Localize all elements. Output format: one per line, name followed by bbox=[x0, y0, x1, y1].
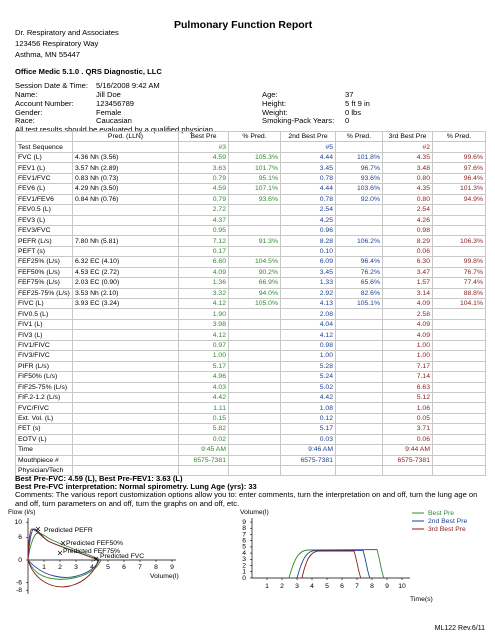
x-tick-label: 5 bbox=[106, 564, 110, 571]
org-line: Asthma, MN 55447 bbox=[15, 50, 80, 59]
x-tick-label: 9 bbox=[170, 564, 174, 571]
table-row: FEV1 (L) 3.57 Nh (2.89) 3.63 101.7% 3.45 96.7… bbox=[15, 162, 486, 174]
x-tick-label: 3 bbox=[295, 583, 299, 590]
annotation: Predicted PEFR bbox=[44, 527, 93, 534]
org-line: Dr. Respiratory and Associates bbox=[15, 28, 119, 37]
results-table: Pred. (LLN) Best Pre% Pred. 2nd Best Pre% … bbox=[15, 130, 486, 477]
volume-curve-3rd bbox=[301, 550, 362, 579]
y-tick-label: 6 bbox=[242, 537, 246, 544]
y-tick-label: 4 bbox=[242, 550, 246, 557]
field-label: Age: bbox=[262, 90, 278, 99]
y-tick-label: 5 bbox=[242, 544, 246, 551]
table-row: FVC (L) 4.36 Nh (3.56) 4.59 105.3% 4.44 101.8… bbox=[15, 151, 486, 164]
x-tick-label: 3 bbox=[74, 564, 78, 571]
y-tick-label: 7 bbox=[242, 531, 246, 538]
cell bbox=[432, 464, 486, 477]
legend-label: 3rd Best Pre bbox=[428, 526, 466, 533]
field-label: Height: bbox=[262, 98, 287, 108]
field-label: Name: bbox=[15, 90, 38, 99]
note: All test results should be evaluated by … bbox=[15, 125, 216, 134]
field-value: Caucasian bbox=[96, 116, 132, 126]
y-tick-label: 1 bbox=[242, 569, 246, 576]
field-label: Race: bbox=[15, 116, 35, 126]
x-tick-label: 8 bbox=[154, 564, 158, 571]
x-tick-label: 4 bbox=[310, 583, 314, 590]
field-value: Female bbox=[96, 107, 122, 117]
y-tick-label: 0 bbox=[18, 557, 22, 564]
table-row: FEV1/FVC 0.83 Nh (0.73) 0.79 95.1% 0.78 93.6%… bbox=[15, 172, 486, 185]
legend-label: Best Pre bbox=[428, 510, 454, 517]
field-value: 37 bbox=[345, 90, 354, 99]
footer: ML122 Rev.6/11 bbox=[434, 625, 485, 632]
field-label: Smoking-Pack Years: bbox=[262, 116, 335, 126]
axis-title: Volume(l) bbox=[150, 573, 179, 580]
comments: Comments: The various report customizati… bbox=[15, 490, 478, 508]
field-value: 0 bbox=[345, 116, 350, 126]
legend-label: 2nd Best Pre bbox=[428, 518, 468, 525]
table-row: Physician/Tech bbox=[15, 464, 486, 477]
x-tick-label: 6 bbox=[122, 564, 126, 571]
x-tick-label: 8 bbox=[370, 583, 374, 590]
x-tick-label: 2 bbox=[280, 583, 284, 590]
y-tick-label: 9 bbox=[242, 519, 246, 526]
y-tick-label: 2 bbox=[242, 562, 246, 569]
volume-curve-best bbox=[288, 549, 385, 579]
y-tick-label: 10 bbox=[14, 519, 22, 526]
annotation: Predicted FVC bbox=[100, 553, 144, 560]
x-tick-label: 6 bbox=[340, 583, 344, 590]
annotation: Predicted FEF75% bbox=[63, 548, 120, 555]
x-tick-label: 7 bbox=[355, 583, 359, 590]
x-tick-label: 4 bbox=[90, 564, 94, 571]
axis-title: Time(s) bbox=[410, 596, 433, 603]
session-value: 5/16/2008 9:42 AM bbox=[96, 81, 160, 90]
field-value: Jill Doe bbox=[96, 90, 121, 99]
org-line: 123456 Respiratory Way bbox=[15, 39, 99, 48]
table-row: FIV3/FIVC 1.00 1.00 1.00 bbox=[15, 350, 486, 362]
y-tick-label: -8 bbox=[16, 587, 22, 594]
y-tick-label: -6 bbox=[16, 579, 22, 586]
x-tick-label: 7 bbox=[138, 564, 142, 571]
y-tick-label: 3 bbox=[242, 556, 246, 563]
table-row: FEF50% (L/s) 4.53 EC (2.72) 4.09 90.2% 3.45 7… bbox=[15, 266, 486, 279]
flow-curve-3rd bbox=[27, 528, 99, 588]
field-value: 5 ft 9 in bbox=[345, 98, 370, 108]
field-value: 123456789 bbox=[96, 98, 135, 108]
report-title: Pulmonary Function Report bbox=[174, 19, 313, 31]
session-label: Session Date & Time: bbox=[15, 81, 89, 90]
table-row: FIF.2-1.2 (L/s) 4.42 4.42 5.12 bbox=[15, 391, 486, 404]
y-tick-label: 8 bbox=[242, 525, 246, 532]
x-tick-label: 9 bbox=[385, 583, 389, 590]
axis-title: Flow (l/s) bbox=[8, 509, 36, 516]
volume-curve-2nd bbox=[296, 549, 371, 579]
software: Office Medic 5.1.0 . QRS Diagnostic, LLC bbox=[15, 67, 162, 76]
y-tick-label: 0 bbox=[242, 575, 246, 582]
field-label: Weight: bbox=[262, 107, 288, 117]
x-tick-label: 1 bbox=[265, 583, 269, 590]
best-values: Best Pre-FVC: 4.59 (L), Best Pre-FEV1: 3… bbox=[15, 474, 183, 483]
table-row: FEV6 (L) 4.29 Nh (3.50) 4.59 107.1% 4.44 103.… bbox=[15, 183, 486, 195]
x-tick-label: 1 bbox=[42, 564, 46, 571]
axis-title: Volume(l) bbox=[240, 509, 269, 516]
field-value: 0 lbs bbox=[345, 107, 362, 117]
field-label: Gender: bbox=[15, 107, 43, 117]
field-label: Account Number: bbox=[15, 98, 74, 108]
predicted-markers bbox=[35, 526, 99, 562]
interpretation: Best Pre-FVC interpretation: Normal spir… bbox=[15, 482, 257, 491]
y-tick-label: 6 bbox=[18, 534, 22, 541]
x-tick-label: 2 bbox=[58, 564, 62, 571]
x-tick-label: 10 bbox=[398, 583, 406, 590]
annotation: Predicted FEF50% bbox=[66, 540, 123, 547]
table-row: FIV1/FIVC 0.97 0.98 1.00 bbox=[15, 339, 486, 352]
x-tick-label: 5 bbox=[325, 583, 329, 590]
